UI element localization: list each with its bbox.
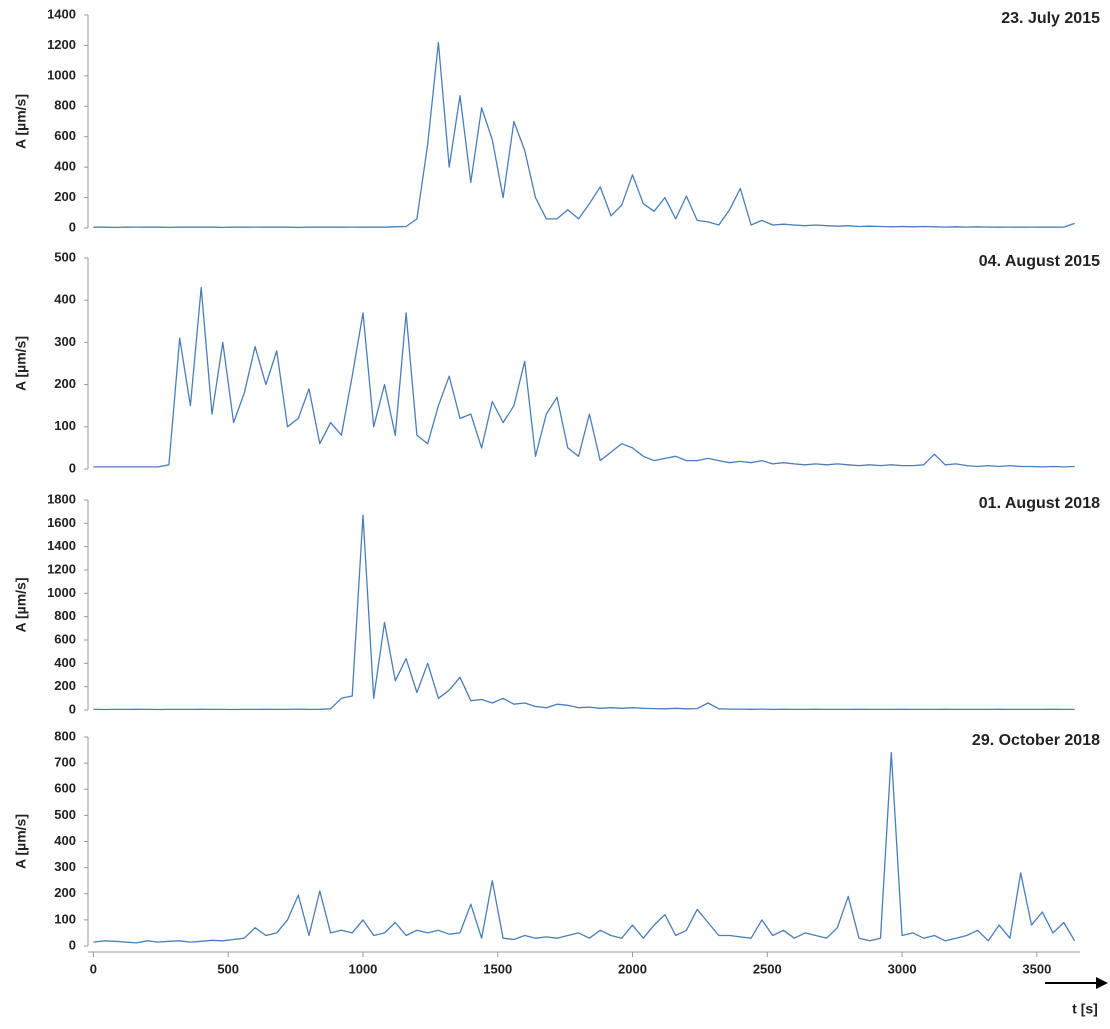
y-axis-label: A [µm/s] bbox=[13, 578, 29, 633]
y-tick-label: 400 bbox=[54, 292, 76, 307]
y-axis-label: A [µm/s] bbox=[13, 94, 29, 149]
data-line bbox=[93, 286, 1075, 468]
x-tick-label: 2000 bbox=[618, 961, 647, 976]
y-tick-label: 500 bbox=[54, 249, 76, 264]
y-tick-label: 1400 bbox=[47, 6, 76, 21]
y-tick-label: 800 bbox=[54, 608, 76, 623]
x-tick-label: 3000 bbox=[888, 961, 917, 976]
y-tick-label: 1600 bbox=[47, 515, 76, 530]
title: 29. October 2018 bbox=[972, 732, 1100, 749]
y-tick-label: 100 bbox=[54, 911, 76, 926]
x-tick-label: 0 bbox=[90, 961, 97, 976]
y-tick-label: 600 bbox=[54, 631, 76, 646]
y-tick-label: 300 bbox=[54, 859, 76, 874]
y-tick-label: 1200 bbox=[47, 561, 76, 576]
y-tick-label: 300 bbox=[54, 334, 76, 349]
x-tick-label: 2500 bbox=[753, 961, 782, 976]
x-tick-label: 1000 bbox=[348, 961, 377, 976]
title: 04. August 2015 bbox=[979, 253, 1100, 270]
title: 01. August 2018 bbox=[979, 495, 1100, 512]
y-tick-label: 700 bbox=[54, 755, 76, 770]
y-tick-label: 400 bbox=[54, 833, 76, 848]
y-tick-label: 600 bbox=[54, 781, 76, 796]
y-tick-label: 400 bbox=[54, 159, 76, 174]
y-tick-label: 800 bbox=[54, 98, 76, 113]
y-tick-label: 1000 bbox=[47, 585, 76, 600]
y-tick-label: 800 bbox=[54, 728, 76, 743]
y-tick-label: 200 bbox=[54, 376, 76, 391]
x-tick-label: 500 bbox=[217, 961, 239, 976]
y-tick-label: 500 bbox=[54, 807, 76, 822]
y-axis-label: A [µm/s] bbox=[13, 336, 29, 391]
x-axis-label: t [s] bbox=[1072, 1001, 1098, 1017]
y-tick-label: 0 bbox=[69, 219, 76, 234]
data-line bbox=[93, 41, 1075, 229]
y-tick-label: 400 bbox=[54, 655, 76, 670]
y-tick-label: 600 bbox=[54, 128, 76, 143]
y-tick-label: 1000 bbox=[47, 67, 76, 82]
arrow-head bbox=[1096, 977, 1108, 989]
title: 23. July 2015 bbox=[1001, 10, 1100, 27]
y-tick-label: 0 bbox=[69, 460, 76, 475]
y-tick-label: 0 bbox=[69, 701, 76, 716]
y-tick-label: 0 bbox=[69, 937, 76, 952]
y-tick-label: 100 bbox=[54, 418, 76, 433]
data-line bbox=[93, 514, 1075, 711]
y-tick-label: 1400 bbox=[47, 538, 76, 553]
x-tick-label: 1500 bbox=[483, 961, 512, 976]
x-tick-label: 3500 bbox=[1022, 961, 1051, 976]
data-line bbox=[93, 752, 1076, 944]
y-tick-label: 1800 bbox=[47, 491, 76, 506]
y-tick-label: 1200 bbox=[47, 37, 76, 52]
y-tick-label: 200 bbox=[54, 885, 76, 900]
y-tick-label: 200 bbox=[54, 189, 76, 204]
y-tick-label: 200 bbox=[54, 678, 76, 693]
y-axis-label: A [µm/s] bbox=[13, 814, 29, 869]
